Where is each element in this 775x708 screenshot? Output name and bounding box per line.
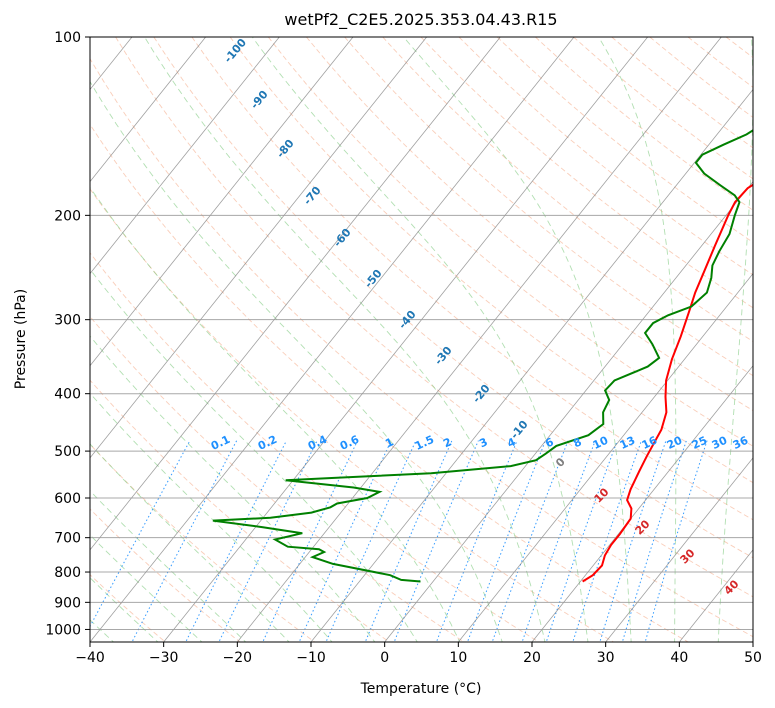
y-tick-label: 600	[54, 491, 81, 507]
x-tick-label: 40	[670, 650, 688, 666]
y-axis: 100 200 300 400 500 600 700 800 900 1000	[45, 30, 90, 638]
x-tick-label: −20	[223, 650, 253, 666]
mixing-ratio-label: 30	[710, 434, 730, 452]
isotherm	[90, 37, 354, 367]
isotherm	[90, 37, 206, 183]
mixing-ratio-label: 10	[591, 434, 611, 452]
dry-adiabat	[267, 37, 753, 447]
dry-adiabat	[115, 37, 753, 598]
y-tick-label: 300	[54, 313, 81, 329]
x-tick-label: −10	[296, 650, 326, 666]
isotherm	[90, 37, 427, 459]
y-tick-label: 400	[54, 387, 81, 403]
isotherm	[90, 37, 575, 642]
isotherm	[237, 37, 722, 642]
mixing-ratio-label: 20	[665, 434, 685, 452]
y-tick-label: 700	[54, 531, 81, 547]
isotherm	[90, 37, 501, 551]
moist-adiabat	[90, 186, 461, 642]
isotherm	[531, 365, 753, 642]
y-axis-label: Pressure (hPa)	[13, 289, 29, 389]
x-tick-label: 50	[744, 650, 762, 666]
x-axis: −40 −30 −20 −10 0 10 20 30 40 50	[75, 642, 762, 666]
dewpoint-line	[212, 129, 753, 583]
temperature-line	[582, 183, 753, 583]
isobar-grid	[90, 37, 753, 630]
x-tick-label: 0	[380, 650, 389, 666]
x-tick-label: 20	[523, 650, 541, 666]
dry-adiabat	[420, 37, 753, 309]
x-axis-label: Temperature (°C)	[360, 681, 482, 697]
mixing-ratio-line	[90, 440, 191, 628]
y-tick-label: 100	[54, 30, 81, 46]
moist-adiabat	[90, 443, 290, 642]
dry-adiabat	[153, 37, 753, 559]
chart-title: wetPf2_C2E5.2025.353.04.43.R15	[284, 10, 557, 30]
mixing-ratio-line	[572, 440, 642, 642]
isotherm	[605, 457, 753, 642]
mixing-ratio-label: 13	[618, 434, 637, 452]
dry-adiabat	[191, 37, 753, 521]
dry-adiabat	[90, 252, 540, 642]
mixing-ratio-label: 25	[690, 434, 709, 452]
x-tick-label: −30	[149, 650, 179, 666]
x-tick-label: −40	[75, 650, 105, 666]
x-tick-label: 30	[597, 650, 615, 666]
y-tick-label: 1000	[45, 622, 81, 638]
y-tick-label: 200	[54, 208, 81, 224]
plot-frame	[89, 36, 754, 643]
isotherm	[310, 88, 753, 642]
mixing-ratio-line	[599, 440, 667, 642]
y-tick-label: 500	[54, 444, 81, 460]
mixing-ratio-line	[262, 440, 359, 642]
mixing-ratio-line	[364, 440, 453, 642]
mixing-ratio-line	[621, 440, 687, 642]
y-tick-label: 800	[54, 565, 81, 581]
isotherm	[90, 37, 280, 275]
mixing-ratio-line	[435, 440, 518, 642]
isotherm	[163, 37, 648, 642]
mixing-ratio-label: 36	[731, 434, 751, 452]
mixing-ratio-line	[393, 440, 479, 642]
mixing-ratio-label: 16	[640, 434, 660, 452]
y-tick-label: 900	[54, 595, 81, 611]
isotherm	[458, 273, 753, 642]
isotherm	[384, 180, 753, 642]
mixing-ratio-line	[131, 440, 238, 642]
dry-adiabat	[229, 37, 753, 484]
profile-lines	[212, 129, 753, 583]
x-tick-label: 10	[449, 650, 467, 666]
